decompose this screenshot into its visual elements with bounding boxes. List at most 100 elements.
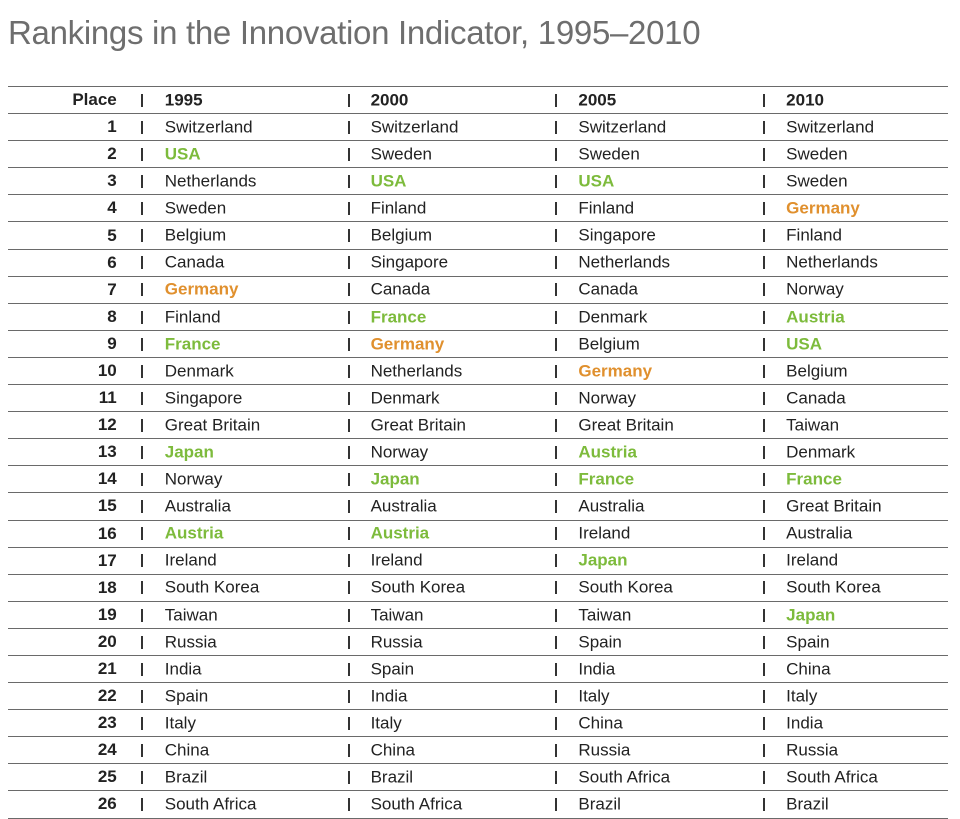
column-divider [763,229,766,243]
country-cell-1995: India [116,655,325,684]
country-cell-2005: Denmark [532,303,741,331]
country-cell-1995: China [116,736,325,765]
column-divider [347,364,350,378]
column-divider [763,418,766,432]
table-row: 10 Denmark Netherlands Germany Belgium [8,357,948,386]
header-year-2005: 2005 [532,85,741,115]
country-name: Sweden [578,144,640,164]
country-name: South Korea [578,577,673,597]
country-cell-2005: Taiwan [532,601,741,629]
country-name: Taiwan [164,605,218,625]
country-cell-1995: Taiwan [116,601,325,629]
place-number: 6 [8,249,117,277]
table-row: 26 South Africa South Africa Brazil Brazil [8,790,948,819]
column-divider [763,93,766,107]
table-row: 18 South Korea South Korea South Korea South… [8,574,948,602]
column-divider [763,554,766,568]
country-name: Canada [164,252,225,272]
column-divider [555,418,558,432]
column-divider [763,716,766,730]
column-divider [555,93,558,107]
country-name: Spain [164,686,209,706]
country-name: Switzerland [786,117,875,137]
column-divider [555,744,558,758]
country-cell-1995: Germany [116,276,325,304]
header-place: Place [8,85,117,115]
country-cell-1995: Great Britain [116,411,325,440]
country-cell-2005: China [532,709,741,738]
column-divider [140,689,143,703]
column-divider [140,771,143,785]
country-cell-1995: South Africa [116,790,325,819]
place-number: 8 [8,303,117,331]
place-number: 23 [8,709,117,738]
country-name: Canada [578,279,638,299]
column-divider [555,310,558,324]
column-divider [555,798,558,812]
header-year-2010: 2010 [740,85,948,115]
country-cell-2010: Norway [740,276,948,304]
country-cell-2010: Netherlands [740,249,948,277]
country-cell-2005: Sweden [532,140,741,169]
place-number: 26 [8,790,117,819]
country-name: Norway [164,469,223,489]
country-name: Canada [786,388,846,408]
table-row: 2 USA Sweden Sweden Sweden [8,140,948,169]
column-divider [347,337,350,351]
header-year-2000: 2000 [324,85,533,115]
country-name: Australia [370,496,437,516]
country-name: South Africa [578,767,671,787]
column-divider [763,147,766,161]
country-name: Spain [786,632,830,652]
country-cell-2010: Taiwan [740,411,948,440]
country-cell-1995: Australia [116,492,325,521]
table-row: 13 Japan Norway Austria Denmark [8,438,948,467]
column-divider [763,446,766,460]
column-divider [763,662,766,676]
column-divider [555,147,558,161]
country-cell-2010: Switzerland [740,113,948,142]
country-name: Brazil [578,794,621,814]
country-name: Spain [578,632,622,652]
country-name: India [164,659,202,679]
country-cell-2005: Belgium [532,330,741,358]
place-number: 20 [8,628,117,656]
column-divider [763,608,766,622]
country-name: France [786,469,842,489]
country-name: Australia [786,523,853,543]
column-divider [555,256,558,270]
column-divider [763,581,766,595]
country-cell-2005: South Africa [532,763,741,792]
country-name: Switzerland [370,117,459,137]
country-cell-2005: Russia [532,736,741,765]
country-name: Brazil [786,794,829,814]
country-cell-2000: Brazil [324,763,533,792]
country-name: Taiwan [578,605,632,625]
column-divider [763,798,766,812]
country-name: Spain [370,659,415,679]
column-divider [140,147,143,161]
column-divider [140,554,143,568]
country-name: Singapore [578,225,656,245]
country-cell-2000: Singapore [324,249,533,277]
column-divider [140,798,143,812]
column-divider [763,310,766,324]
country-cell-2005: India [532,655,741,684]
country-cell-2010: Italy [740,682,948,711]
column-divider [347,93,350,107]
column-divider [763,391,766,405]
country-cell-2000: Netherlands [324,357,533,386]
country-name: Switzerland [164,117,253,137]
column-divider [763,283,766,297]
country-name: Sweden [786,171,848,191]
country-cell-2005: Ireland [532,520,741,548]
country-cell-2005: Great Britain [532,411,741,440]
country-cell-1995: Sweden [116,194,325,223]
column-divider [347,744,350,758]
place-number: 16 [8,520,117,548]
country-name: Germany [370,334,445,354]
table-row: 15 Australia Australia Australia Great Brita… [8,492,948,521]
country-name: India [578,659,616,679]
country-cell-2010: Australia [740,520,948,548]
column-divider [555,283,558,297]
